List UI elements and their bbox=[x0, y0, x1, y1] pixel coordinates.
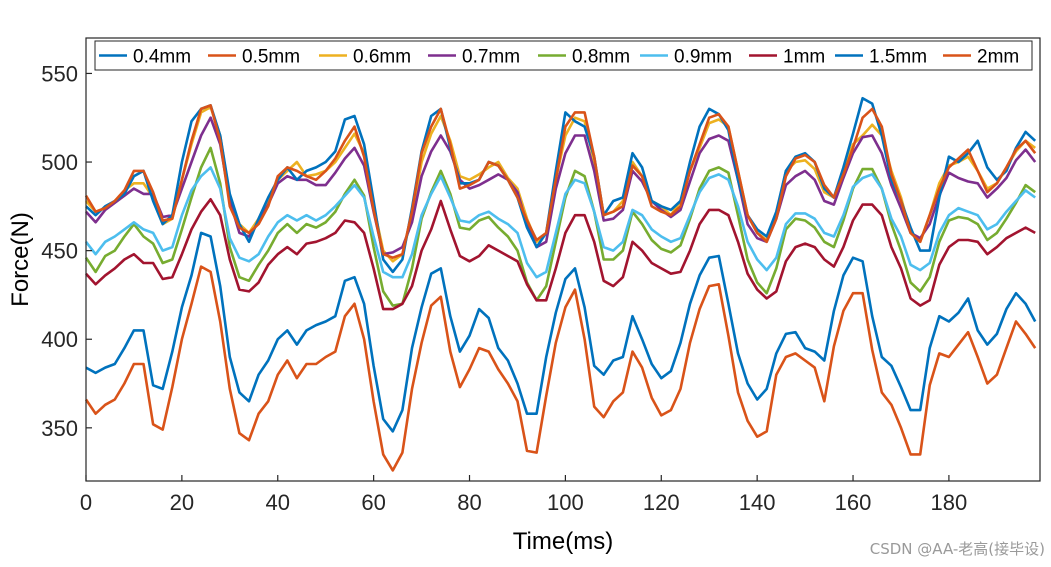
y-tick-label-1: 400 bbox=[41, 327, 78, 352]
legend-label-2: 0.6mm bbox=[353, 47, 411, 68]
legend-label-8: 2mm bbox=[977, 47, 1019, 68]
series-line-0 bbox=[85, 231, 1037, 433]
plot-frame bbox=[85, 37, 1041, 482]
series-line-1 bbox=[84, 265, 1037, 472]
legend-label-3: 0.7mm bbox=[462, 47, 520, 68]
series-line-4 bbox=[84, 146, 1036, 307]
x-tick-label-6: 120 bbox=[643, 490, 680, 515]
series-line-6 bbox=[85, 198, 1036, 311]
y-tick-label-3: 500 bbox=[41, 150, 78, 175]
legend-label-1: 0.5mm bbox=[242, 47, 300, 68]
watermark: CSDN @AA-老高(接毕设) bbox=[869, 540, 1045, 558]
legend-label-7: 1.5mm bbox=[869, 47, 927, 68]
legend-label-5: 0.9mm bbox=[674, 47, 732, 68]
series-line-5 bbox=[84, 166, 1036, 279]
x-tick-label-7: 140 bbox=[739, 490, 776, 515]
x-axis: 0 20 40 60 80 100 120 140 160 180 bbox=[80, 475, 967, 515]
x-axis-title: Time(ms) bbox=[513, 528, 613, 555]
series-line-8 bbox=[84, 104, 1037, 259]
plot-area bbox=[84, 96, 1037, 472]
x-tick-label-5: 100 bbox=[547, 490, 584, 515]
y-axis-title: Force(N) bbox=[7, 212, 34, 307]
legend-label-0: 0.4mm bbox=[133, 47, 191, 68]
x-tick-label-0: 0 bbox=[80, 490, 92, 515]
x-tick-label-9: 180 bbox=[931, 490, 968, 515]
y-tick-label-4: 550 bbox=[41, 61, 78, 86]
x-tick-label-4: 80 bbox=[457, 490, 481, 515]
x-tick-label-1: 20 bbox=[170, 490, 194, 515]
y-axis: 350 400 450 500 550 bbox=[41, 61, 92, 441]
x-tick-label-3: 60 bbox=[361, 490, 385, 515]
x-tick-label-8: 160 bbox=[835, 490, 872, 515]
legend-label-6: 1mm bbox=[783, 47, 825, 68]
legend-label-4: 0.8mm bbox=[572, 47, 630, 68]
y-tick-label-0: 350 bbox=[41, 416, 78, 441]
legend: 0.4mm 0.5mm 0.6mm 0.7mm 0.8mm 0.9mm 1mm 1.5mm 2m… bbox=[94, 40, 1033, 71]
x-tick-label-2: 40 bbox=[266, 490, 290, 515]
y-tick-label-2: 450 bbox=[41, 239, 78, 264]
